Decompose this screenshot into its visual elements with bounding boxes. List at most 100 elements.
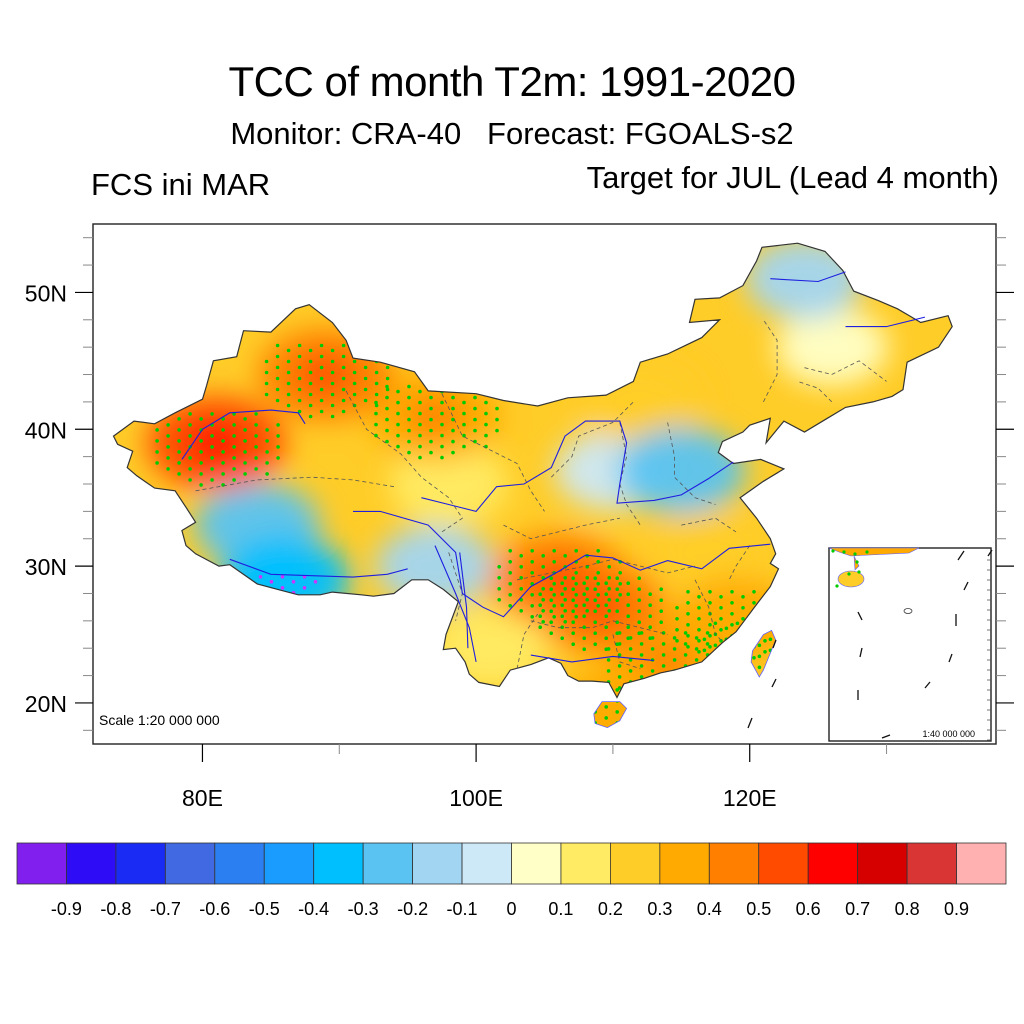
stipple-dot [615, 587, 619, 591]
stipple-dot [275, 343, 280, 348]
stipple-dot [275, 387, 280, 392]
colorbar-label: -0.9 [51, 899, 82, 919]
stipple-dot [571, 642, 575, 646]
stipple-dot [672, 691, 677, 695]
stipple-dot [243, 461, 247, 465]
stipple-dot [221, 428, 225, 432]
colorbar-label: 0.4 [697, 899, 722, 919]
stipple-dot [319, 387, 324, 392]
stipple-dot [812, 681, 817, 686]
stipple-dot [604, 592, 608, 596]
stipple-dot [670, 716, 674, 720]
stipple-dot [735, 687, 740, 692]
stipple-dot [363, 387, 368, 392]
stipple-dot [626, 683, 630, 687]
stipple-dot [741, 639, 745, 643]
stipple-dot [626, 603, 630, 607]
right-annotation: Target for JUL (Lead 4 month) [586, 160, 999, 195]
colorbar-box [708, 842, 760, 885]
stipple-dot [199, 461, 203, 465]
stipple-dot [221, 450, 225, 454]
stipple-dot [757, 632, 762, 637]
stipple-dot [254, 412, 258, 416]
stipple-dot [746, 626, 751, 631]
lon-tick-label: 100E [449, 785, 503, 811]
river-line [181, 409, 306, 460]
stipple-dot [549, 699, 553, 703]
stipple-dot [639, 675, 644, 679]
stipple-dot [418, 433, 422, 438]
stipple-dot [628, 636, 633, 640]
stipple-dot [563, 554, 567, 558]
stipple-dot [177, 450, 181, 454]
stipple-dot [199, 417, 203, 421]
stipple-dot [637, 609, 641, 613]
stipple-dot [341, 343, 346, 348]
taiwan-coast [750, 629, 777, 678]
stipple-dot [508, 560, 512, 564]
stipple-dot [341, 398, 346, 403]
stipple-dot [582, 581, 586, 585]
stipple-dot [768, 670, 773, 675]
stipple-dot [552, 582, 556, 586]
stipple-dot [352, 370, 357, 375]
stipple-dot [697, 639, 701, 643]
stipple-dot [650, 636, 655, 640]
stipple-dot [541, 587, 545, 591]
stipple-dot [308, 370, 313, 375]
stipple-dot [177, 417, 181, 421]
stipple-dot [746, 637, 751, 642]
stipple-dot [319, 409, 324, 414]
stipple-dot [582, 603, 586, 607]
stipple-dot [385, 384, 389, 389]
inset-stipple-dot [857, 570, 861, 574]
stipple-dot [768, 692, 773, 697]
stipple-dot [582, 694, 586, 698]
stipple-dot [757, 654, 762, 659]
stipple-dot [796, 623, 800, 627]
stipple-dot [694, 636, 699, 640]
stipple-dot [571, 620, 575, 624]
stipple-dot [702, 670, 707, 675]
stipple-dot [675, 606, 679, 610]
stipple-dot [812, 659, 817, 664]
stipple-dot [254, 456, 258, 460]
stipple-dot [617, 686, 622, 690]
stipple-dot [363, 365, 368, 370]
colorbar-box [560, 842, 611, 885]
stipple-dot [330, 359, 335, 364]
stipple-dot [686, 590, 690, 594]
stipple-dot [708, 645, 712, 649]
stipple-dot [615, 609, 619, 613]
stipple-dot [637, 699, 641, 703]
stipple-dot [563, 620, 567, 624]
stipple-dot [648, 694, 652, 698]
stipple-dot [552, 549, 556, 553]
stipple-dot [801, 632, 806, 637]
stipple-dot [716, 658, 721, 662]
stipple-dot [618, 593, 622, 597]
stipple-dot [628, 669, 633, 673]
stipple-dot [330, 348, 335, 353]
stipple-dot [757, 621, 762, 626]
stipple-dot [166, 467, 170, 471]
field-region [375, 525, 495, 607]
nine-dash-segment [957, 550, 965, 561]
stipple-dot [582, 647, 586, 651]
stipple-dot [672, 680, 677, 684]
stipple-dot [155, 439, 159, 443]
stipple-dot [418, 389, 422, 394]
lon-tick-label: 80E [182, 785, 223, 811]
stipple-dot [308, 392, 313, 397]
province-border [681, 517, 737, 533]
stipple-dot [418, 444, 422, 449]
stipple-dot [560, 625, 564, 629]
stipple-dot [571, 710, 575, 714]
stipple-dot [582, 705, 586, 709]
stipple-dot [291, 580, 296, 584]
stipple-dot [155, 428, 159, 432]
stipple-dot [730, 601, 734, 605]
stipple-dot [276, 434, 280, 438]
stipple-dot [495, 406, 499, 411]
stipple-dot [495, 428, 499, 433]
